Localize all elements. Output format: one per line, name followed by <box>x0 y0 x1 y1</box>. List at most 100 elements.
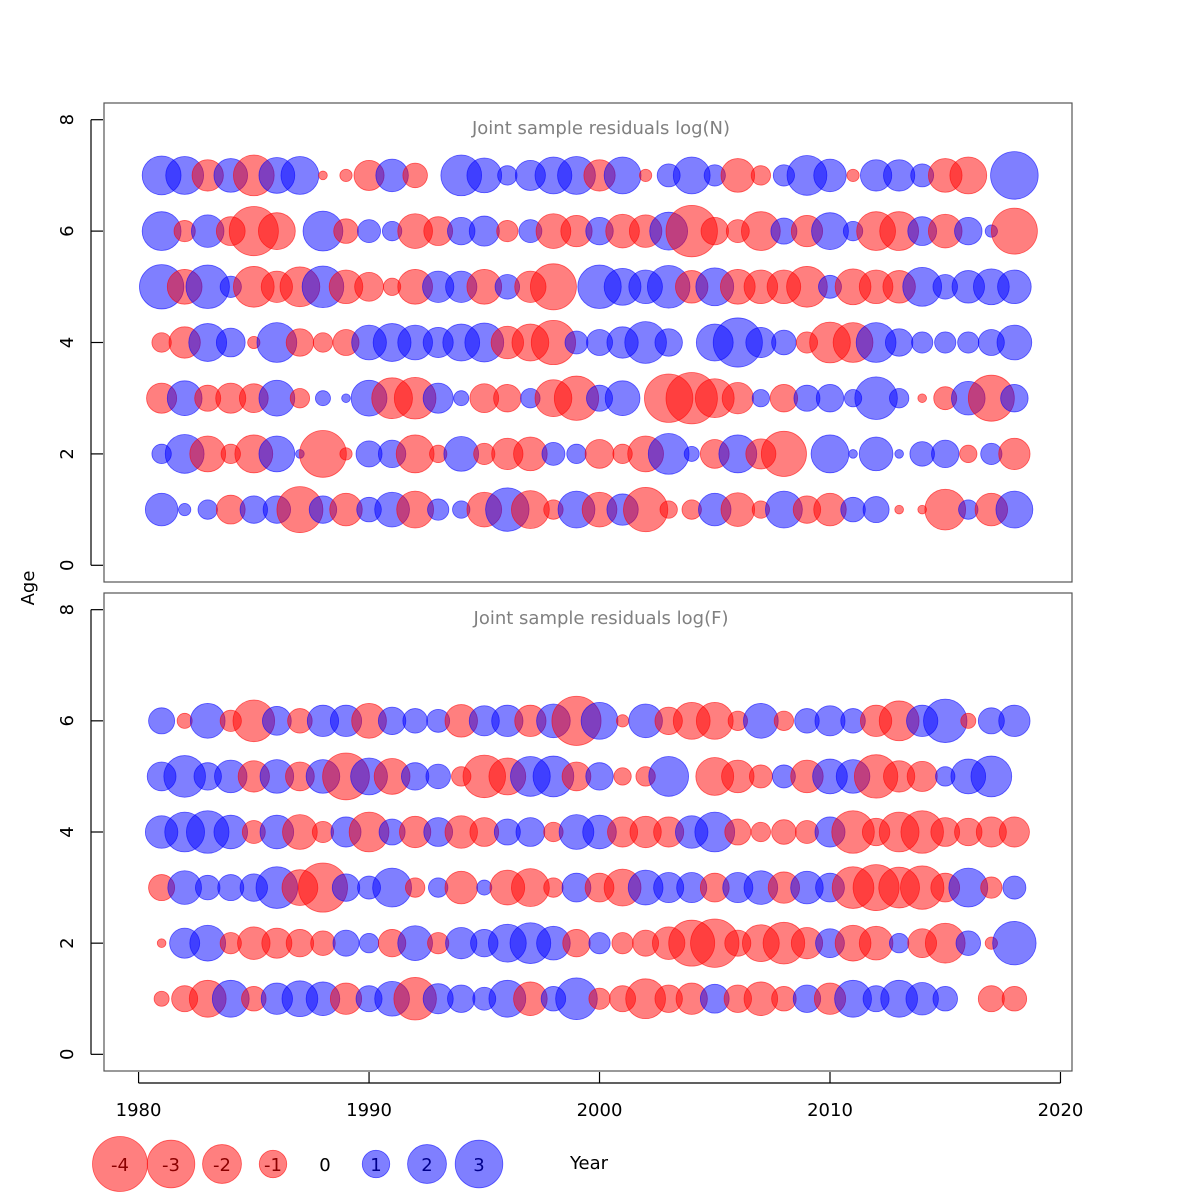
residual-bubble <box>280 156 320 195</box>
residual-bubble <box>285 929 315 958</box>
size-legend: -4 -3 -2 -1 0 1 2 3 <box>92 1136 504 1192</box>
legend-bubble <box>202 1144 242 1184</box>
residual-bubble <box>427 498 450 521</box>
residual-bubble <box>990 151 1039 200</box>
x-tick-label: 2010 <box>807 1100 853 1121</box>
residual-bubble <box>178 503 192 517</box>
residual-bubble <box>318 170 328 181</box>
legend-bubble <box>361 1149 391 1179</box>
y-tick-label: 6 <box>57 225 78 236</box>
residual-bubble <box>401 762 430 791</box>
residual-bubble <box>447 984 476 1013</box>
residual-bubble <box>341 393 351 403</box>
residual-bubble <box>906 760 938 792</box>
residual-bubble <box>960 712 977 729</box>
residual-bubble <box>889 933 910 954</box>
legend-label: -1 <box>264 1155 282 1176</box>
legend-label: 0 <box>319 1155 330 1176</box>
residual-bubble <box>333 218 359 244</box>
residual-bubble <box>402 162 428 189</box>
x-axis: 1980 1990 2000 2010 2020 <box>116 1072 1084 1121</box>
legend-label: -3 <box>162 1155 180 1176</box>
residual-bubble <box>405 877 426 898</box>
residual-bubble <box>771 986 797 1012</box>
legend-label: 3 <box>473 1155 484 1176</box>
legend-bubble <box>407 1144 447 1184</box>
residual-bubble <box>771 819 797 845</box>
panels-layer: Joint sample residuals log(N)02468Joint … <box>57 102 1073 1072</box>
residual-bubble <box>258 379 296 417</box>
legend-label: 1 <box>370 1155 381 1176</box>
residual-bubble <box>811 212 849 250</box>
residual-bubble <box>588 987 611 1010</box>
residual-bubble <box>584 439 615 469</box>
bubble-series <box>144 695 1037 1021</box>
y-tick-label: 2 <box>57 937 78 948</box>
residual-bubble <box>998 704 1031 737</box>
residual-bubble <box>339 447 353 461</box>
residual-bubble <box>751 389 770 408</box>
residual-bubble <box>883 159 916 192</box>
residual-bubble <box>911 331 934 354</box>
residual-bubble <box>995 490 1034 529</box>
residual-bubble <box>215 327 246 358</box>
residual-bubble <box>153 990 170 1007</box>
residual-bubble <box>700 216 729 246</box>
residual-bubble <box>493 384 522 413</box>
residual-bubble <box>1000 384 1029 413</box>
residual-bubble <box>496 220 519 243</box>
residual-bubble <box>289 388 311 409</box>
panel-2: Joint sample residuals log(F) 0 2 4 6 8 <box>57 592 1073 1072</box>
residual-bubble <box>885 328 914 357</box>
x-tick-label: 1980 <box>116 1100 162 1121</box>
residual-bubble <box>332 929 360 957</box>
residual-bubble <box>262 706 292 736</box>
residual-bubble <box>611 932 634 955</box>
residual-bubble <box>889 388 910 409</box>
residual-bubble <box>189 435 227 473</box>
residual-bubble <box>311 820 334 844</box>
residual-bubble <box>695 702 734 740</box>
legend-label: -4 <box>111 1155 129 1176</box>
residual-bubble <box>377 706 407 735</box>
residual-bubble <box>917 393 927 403</box>
residual-bubble <box>647 433 690 475</box>
residual-bubble <box>541 441 566 466</box>
residual-bubble <box>585 762 614 791</box>
residual-bubble <box>858 436 894 472</box>
x-tick-label: 2020 <box>1038 1100 1084 1121</box>
residual-bubble <box>497 165 518 186</box>
residual-bubble <box>315 390 331 407</box>
residual-bubble <box>604 380 641 416</box>
residual-bubble <box>840 496 866 523</box>
residual-bubble <box>639 168 653 182</box>
residual-bubble <box>959 444 978 463</box>
residual-bubble <box>743 703 779 739</box>
residual-bubble <box>955 930 981 956</box>
residual-bubble <box>258 435 296 473</box>
y-tick-label: 4 <box>57 826 78 837</box>
residual-bubble <box>996 324 1033 361</box>
residual-bubble <box>659 500 678 519</box>
y-tick-label: 0 <box>57 1049 78 1060</box>
residual-bubble <box>357 219 381 244</box>
legend-label: -2 <box>213 1155 231 1176</box>
residual-bubble <box>402 708 428 734</box>
residual-bubble <box>588 932 611 955</box>
residual-bubble <box>977 985 1005 1013</box>
residual-bubble <box>566 443 587 465</box>
residual-bubble <box>932 986 958 1012</box>
y-tick-label: 2 <box>57 448 78 459</box>
residual-bubble <box>846 168 860 182</box>
residual-bubble <box>530 263 577 311</box>
residual-bubble <box>395 434 435 474</box>
residual-bubble <box>990 207 1038 255</box>
residual-bubble <box>954 216 983 246</box>
residual-bubble <box>354 271 384 302</box>
y-tick-label: 0 <box>57 560 78 571</box>
bubble-series <box>139 151 1039 533</box>
x-tick-label: 2000 <box>577 1100 623 1121</box>
residual-bubble <box>195 874 221 901</box>
residual-bubble <box>720 158 756 193</box>
residual-bubble <box>339 168 353 182</box>
